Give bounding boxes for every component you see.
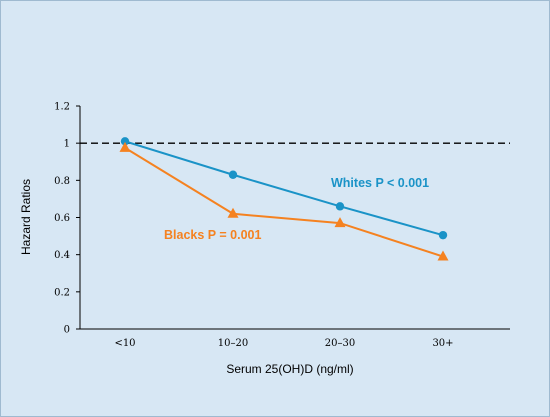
data-point-whites — [438, 230, 448, 240]
series-line-whites — [124, 140, 444, 237]
x-tick-label: 30+ — [432, 338, 453, 349]
axes — [79, 106, 510, 330]
x-ticks: <10 10–20 20–30 30+ — [114, 338, 453, 349]
data-point-whites — [228, 170, 238, 179]
data-point-whites — [120, 137, 130, 146]
series-line-blacks — [124, 146, 444, 258]
y-tick-label: 0.6 — [54, 213, 70, 224]
series-label-whites: Whites P < 0.001 — [331, 176, 429, 190]
y-axis-title: Hazard Ratios — [19, 179, 33, 255]
data-point-whites — [335, 202, 345, 211]
x-tick-label: 20–30 — [325, 338, 355, 349]
data-point-blacks — [437, 250, 449, 261]
y-tick-label: 0.8 — [54, 176, 70, 187]
y-ticks: 0 0.2 0.4 0.6 0.8 1 1.2 — [54, 102, 80, 336]
x-axis-title: Serum 25(OH)D (ng/ml) — [226, 362, 353, 376]
y-tick-label: 1 — [64, 139, 70, 150]
series-label-blacks: Blacks P = 0.001 — [164, 228, 261, 242]
x-tick-label: 10–20 — [218, 338, 248, 349]
y-tick-label: 0.4 — [54, 250, 70, 261]
data-point-blacks — [119, 141, 131, 152]
data-point-blacks — [334, 217, 346, 228]
data-point-blacks — [227, 207, 239, 218]
y-tick-label: 0.2 — [54, 287, 70, 298]
series-layer — [119, 137, 449, 261]
x-tick-label: <10 — [114, 338, 135, 349]
y-tick-label: 0 — [64, 325, 70, 336]
y-tick-label: 1.2 — [54, 102, 70, 113]
